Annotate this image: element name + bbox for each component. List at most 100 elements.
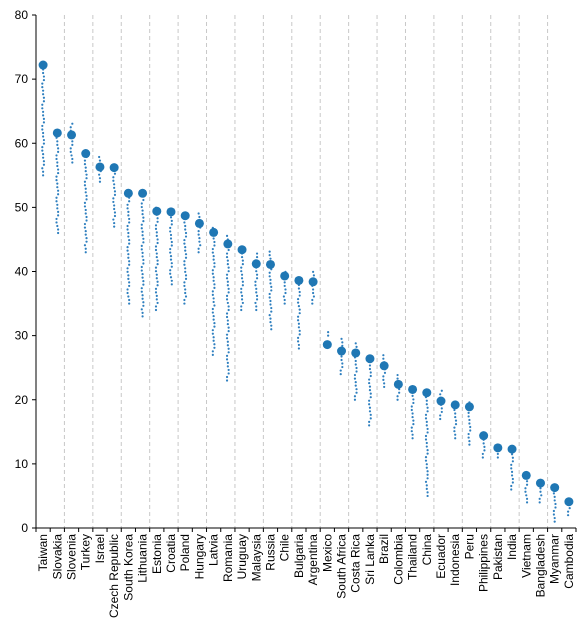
range-dot — [41, 82, 44, 85]
range-dot — [57, 228, 60, 231]
range-dot — [184, 256, 188, 259]
range-dot — [411, 415, 414, 419]
range-dot — [212, 276, 215, 279]
range-dot — [183, 263, 186, 266]
range-dot — [211, 247, 214, 251]
range-dot — [57, 147, 60, 150]
range-dot — [56, 186, 59, 189]
range-dot — [539, 490, 542, 493]
range-dot — [553, 499, 556, 502]
x-category-label: South Korea — [121, 534, 135, 601]
x-category-label: Lithuania — [136, 534, 150, 583]
range-dot — [197, 247, 200, 250]
range-dot — [255, 270, 258, 273]
range-dot — [170, 219, 173, 222]
range-dot — [270, 306, 273, 310]
range-dot — [128, 302, 131, 305]
range-dot — [183, 302, 186, 305]
range-dot — [211, 332, 214, 335]
range-dot — [510, 488, 513, 491]
y-tick-label: 20 — [15, 393, 29, 407]
range-dot — [227, 287, 230, 290]
range-dot — [283, 302, 286, 305]
range-dot — [126, 270, 129, 273]
range-dot — [270, 324, 273, 327]
data-point-czech-republic — [109, 163, 119, 173]
range-dot — [511, 456, 514, 459]
range-dot — [128, 284, 131, 288]
range-dot — [69, 126, 72, 129]
range-dot — [227, 372, 230, 375]
range-dot — [169, 216, 173, 219]
range-dot — [382, 357, 385, 360]
range-dot — [213, 262, 216, 265]
range-dot — [198, 237, 201, 240]
range-dots — [41, 68, 571, 523]
x-category-label: Pakistan — [491, 534, 505, 580]
range-dot — [396, 395, 399, 398]
range-dot — [425, 399, 428, 402]
range-dot — [140, 227, 143, 230]
range-dot — [41, 145, 44, 149]
range-dot — [71, 143, 74, 146]
range-dot — [127, 295, 130, 298]
range-dot — [41, 107, 44, 110]
range-dot — [112, 200, 115, 204]
range-dot — [127, 231, 130, 235]
range-dot — [213, 304, 216, 307]
range-dot — [241, 263, 244, 266]
range-dot — [41, 128, 44, 131]
range-dot — [184, 295, 188, 298]
range-dot — [525, 501, 529, 504]
range-dot — [383, 382, 386, 385]
range-dot — [183, 298, 186, 302]
range-dot — [269, 278, 272, 281]
range-dot — [225, 234, 229, 238]
range-dot — [226, 340, 229, 343]
range-dot — [225, 315, 229, 319]
x-category-label: Poland — [178, 534, 192, 571]
range-dot — [141, 209, 144, 212]
range-dot — [113, 221, 116, 225]
range-dot — [155, 294, 158, 297]
range-dot — [183, 238, 186, 242]
range-dot — [141, 276, 144, 279]
range-dot — [184, 246, 187, 249]
range-dot — [127, 256, 130, 259]
range-dot — [255, 252, 259, 255]
range-dot — [126, 288, 129, 291]
x-category-label: South Africa — [335, 534, 349, 599]
range-dot — [42, 71, 45, 75]
range-dot — [340, 358, 343, 362]
x-category-label: Uruguay — [235, 534, 249, 579]
range-dot — [183, 281, 186, 284]
range-dot — [140, 248, 143, 251]
range-dot — [212, 297, 215, 300]
range-dot — [240, 291, 243, 294]
range-dot — [42, 110, 45, 113]
range-dot — [128, 242, 131, 245]
range-dot — [156, 301, 159, 305]
range-dot — [41, 149, 44, 152]
range-dot — [297, 343, 300, 347]
range-dot — [566, 510, 570, 513]
range-dot — [169, 258, 173, 261]
range-dot — [424, 438, 428, 441]
range-dot — [538, 501, 541, 504]
range-dot — [255, 294, 259, 297]
range-dot — [42, 153, 45, 156]
range-dot — [554, 506, 557, 509]
range-dot — [226, 344, 229, 347]
x-category-label: Indonesia — [448, 534, 462, 586]
data-point-slovenia — [67, 130, 77, 140]
x-axis: Taiwan Slovakia Slovenia Turkey Israel Czech … — [35, 527, 577, 618]
range-dot — [126, 249, 129, 252]
range-dot — [468, 422, 471, 425]
range-dot — [170, 244, 173, 247]
range-dot — [283, 298, 286, 302]
range-dot — [83, 201, 87, 204]
range-dot — [426, 473, 429, 476]
range-dot — [525, 497, 529, 500]
range-dot — [255, 255, 259, 259]
